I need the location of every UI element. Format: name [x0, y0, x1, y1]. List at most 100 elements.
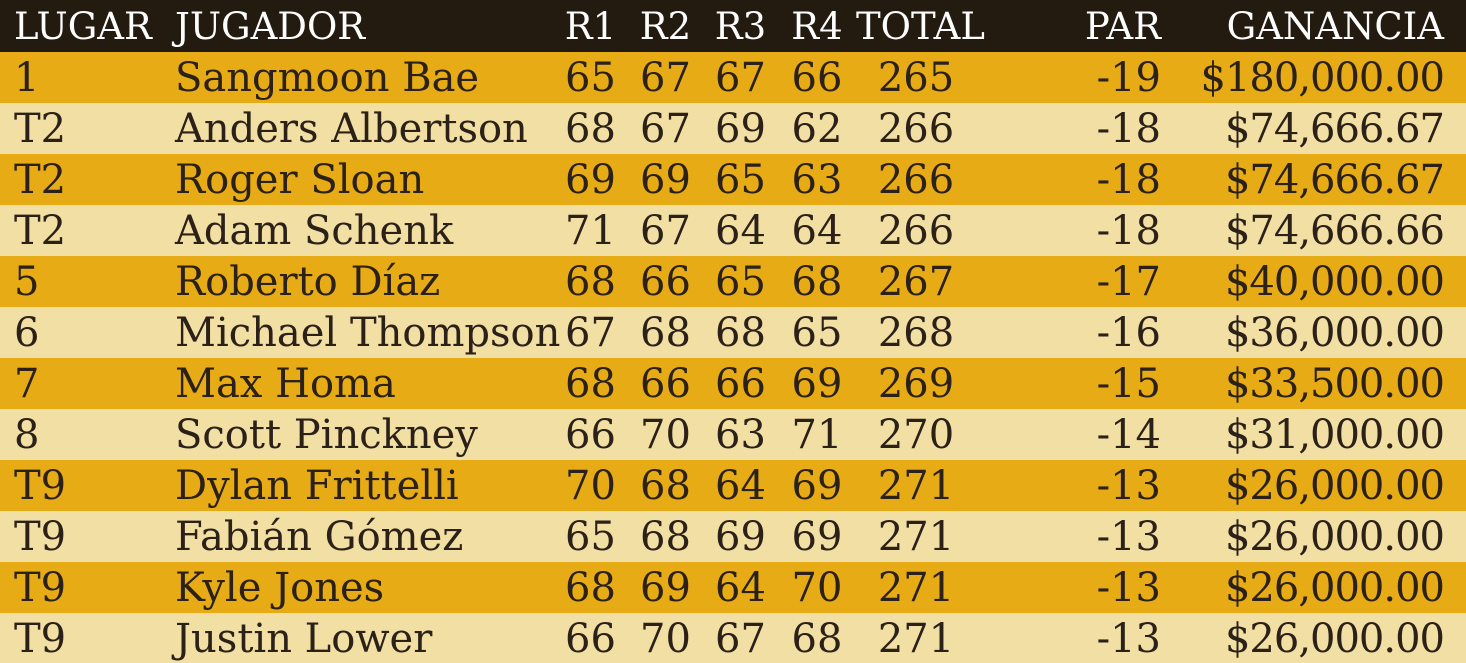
column-header-ganancia: GANANCIA [1226, 4, 1444, 48]
table-row: 7 Max Homa 68 66 66 69 269 -15 $33,500.00 [0, 358, 1466, 409]
cell-r4: 62 [791, 105, 843, 152]
cell-par: -17 [1096, 258, 1161, 305]
column-header-r4: R4 [791, 4, 843, 48]
cell-r3: 65 [715, 156, 766, 203]
cell-r2: 70 [640, 411, 691, 458]
cell-r1: 68 [565, 258, 616, 305]
cell-r4: 69 [791, 513, 843, 560]
table-row: T9 Fabián Gómez 65 68 69 69 271 -13 $26,000.00 [0, 511, 1466, 562]
table-row: T2 Roger Sloan 69 69 65 63 266 -18 $74,666.67 [0, 154, 1466, 205]
cell-r3: 64 [715, 462, 766, 509]
cell-jugador: Kyle Jones [175, 564, 385, 611]
cell-par: -19 [1096, 54, 1161, 101]
table-body: 1 Sangmoon Bae 65 67 67 66 265 -19 $180,000.00 T2… [0, 52, 1466, 663]
cell-par: -13 [1096, 615, 1161, 662]
table-row: 8 Scott Pinckney 66 70 63 71 270 -14 $31,000.00 [0, 409, 1466, 460]
cell-total: 267 [877, 258, 955, 305]
cell-r2: 66 [640, 360, 691, 407]
column-header-r2: R2 [639, 4, 692, 48]
cell-r1: 66 [565, 615, 616, 662]
cell-r4: 69 [791, 462, 843, 509]
cell-lugar: 6 [14, 309, 40, 356]
cell-r4: 70 [791, 564, 843, 611]
cell-r2: 70 [640, 615, 691, 662]
cell-r3: 65 [715, 258, 766, 305]
cell-r2: 67 [640, 105, 691, 152]
cell-r3: 68 [715, 309, 766, 356]
table-row: T9 Justin Lower 66 70 67 68 271 -13 $26,000.00 [0, 613, 1466, 663]
cell-ganancia: $74,666.67 [1224, 105, 1445, 152]
cell-ganancia: $36,000.00 [1224, 309, 1445, 356]
table-row: T2 Anders Albertson 68 67 69 62 266 -18 $74,666.… [0, 103, 1466, 154]
cell-r1: 66 [565, 411, 616, 458]
cell-par: -18 [1096, 156, 1161, 203]
cell-par: -13 [1096, 462, 1161, 509]
cell-r4: 68 [791, 258, 843, 305]
cell-total: 269 [877, 360, 955, 407]
cell-lugar: 1 [14, 54, 40, 101]
cell-par: -16 [1096, 309, 1161, 356]
table-row: 6 Michael Thompson 67 68 68 65 268 -16 $36,000.0… [0, 307, 1466, 358]
table-row: 1 Sangmoon Bae 65 67 67 66 265 -19 $180,000.00 [0, 52, 1466, 103]
cell-lugar: T9 [14, 513, 67, 560]
cell-r2: 67 [640, 54, 691, 101]
cell-par: -13 [1096, 513, 1161, 560]
cell-total: 270 [877, 411, 955, 458]
cell-r1: 65 [565, 54, 616, 101]
cell-r4: 71 [791, 411, 843, 458]
cell-total: 266 [877, 156, 955, 203]
cell-total: 271 [877, 462, 955, 509]
cell-lugar: 7 [14, 360, 40, 407]
table-row: 5 Roberto Díaz 68 66 65 68 267 -17 $40,000.00 [0, 256, 1466, 307]
cell-total: 271 [877, 615, 955, 662]
cell-total: 268 [877, 309, 955, 356]
cell-r3: 69 [715, 513, 766, 560]
column-header-total: TOTAL [856, 4, 985, 48]
cell-jugador: Adam Schenk [175, 207, 454, 254]
cell-lugar: T9 [14, 462, 67, 509]
cell-total: 266 [877, 207, 955, 254]
cell-r1: 68 [565, 105, 616, 152]
cell-r1: 71 [565, 207, 616, 254]
cell-r1: 68 [565, 360, 616, 407]
cell-r4: 69 [791, 360, 843, 407]
header-row: LUGAR JUGADOR R1 R2 R3 R4 TOTAL PAR GANANCIA [0, 0, 1466, 52]
cell-r2: 66 [640, 258, 691, 305]
cell-r3: 69 [715, 105, 766, 152]
cell-r3: 67 [715, 615, 766, 662]
cell-lugar: T2 [14, 156, 67, 203]
cell-par: -14 [1096, 411, 1161, 458]
cell-r3: 64 [715, 564, 766, 611]
cell-r2: 68 [640, 513, 691, 560]
cell-par: -13 [1096, 564, 1161, 611]
cell-r4: 66 [791, 54, 843, 101]
column-header-r3: R3 [714, 4, 767, 48]
cell-total: 265 [877, 54, 955, 101]
cell-lugar: T2 [14, 207, 67, 254]
cell-ganancia: $180,000.00 [1200, 54, 1445, 101]
cell-jugador: Sangmoon Bae [175, 54, 480, 101]
cell-ganancia: $74,666.66 [1224, 207, 1445, 254]
cell-r1: 68 [565, 564, 616, 611]
cell-lugar: T9 [14, 564, 67, 611]
cell-lugar: T2 [14, 105, 67, 152]
cell-r3: 66 [715, 360, 766, 407]
cell-ganancia: $26,000.00 [1224, 564, 1445, 611]
table-row: T9 Kyle Jones 68 69 64 70 271 -13 $26,000.00 [0, 562, 1466, 613]
cell-r2: 69 [640, 156, 691, 203]
cell-par: -18 [1096, 105, 1161, 152]
cell-r1: 65 [565, 513, 616, 560]
table-row: T9 Dylan Frittelli 70 68 64 69 271 -13 $26,000.0… [0, 460, 1466, 511]
cell-total: 271 [877, 513, 955, 560]
cell-r2: 69 [640, 564, 691, 611]
cell-jugador: Michael Thompson [175, 309, 561, 356]
cell-r3: 64 [715, 207, 766, 254]
cell-jugador: Dylan Frittelli [175, 462, 459, 509]
cell-r2: 68 [640, 462, 691, 509]
column-header-par: PAR [1084, 4, 1161, 48]
table-row: T2 Adam Schenk 71 67 64 64 266 -18 $74,666.66 [0, 205, 1466, 256]
cell-total: 271 [877, 564, 955, 611]
column-header-r1: R1 [564, 4, 617, 48]
column-header-jugador: JUGADOR [175, 4, 366, 48]
